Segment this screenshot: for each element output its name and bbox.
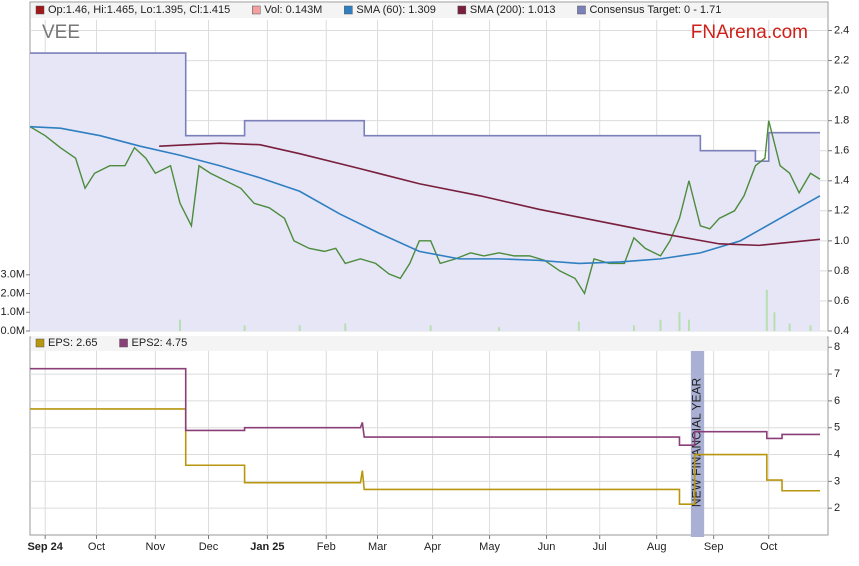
y-tick-label: 1.4: [834, 175, 849, 187]
volume-bar: [344, 323, 347, 331]
x-tick-label: Feb: [317, 541, 336, 553]
legend-label: Op:1.46, Hi:1.465, Lo:1.395, Cl:1.415: [48, 4, 230, 16]
legend-label: SMA (200): 1.013: [470, 4, 556, 16]
volume-bar: [179, 319, 182, 331]
y-tick-label: 0.6: [834, 295, 849, 307]
legend-swatch: [344, 5, 353, 15]
x-tick-label: Apr: [424, 541, 441, 553]
legend-label: SMA (60): 1.309: [356, 4, 436, 16]
series-line: [30, 52, 820, 163]
source-label: FNArena.com: [691, 22, 808, 43]
x-tick-label: Jun: [538, 541, 556, 553]
volume-tick-label: 3.0M: [1, 269, 25, 281]
x-tick-label: Sep: [704, 541, 724, 553]
x-tick-label: Jul: [593, 541, 607, 553]
legend-swatch: [119, 338, 128, 348]
x-tick-label: Jan 25: [250, 541, 284, 553]
y-tick-label: 3: [834, 475, 840, 487]
legend-swatch: [35, 338, 45, 348]
y-tick-label: 2.4: [834, 24, 849, 36]
x-tick-label: Aug: [647, 541, 667, 553]
volume-bar: [659, 319, 662, 331]
legend-label: EPS2: 4.75: [132, 337, 188, 349]
volume-bar: [765, 289, 768, 331]
y-tick-label: 2.0: [834, 85, 849, 97]
legend-label: Consensus Target: 0 - 1.71: [589, 4, 721, 16]
series-line: [29, 120, 821, 296]
volume-bar: [773, 312, 776, 331]
y-tick-label: 5: [834, 422, 840, 434]
series-line: [29, 125, 821, 265]
legend-swatch: [577, 5, 586, 15]
ticker-title: VEE: [42, 22, 80, 43]
y-tick-label: 1.8: [834, 115, 849, 127]
series-line: [30, 367, 820, 446]
legend-label: EPS: 2.65: [48, 337, 98, 349]
x-tick-label: Oct: [760, 541, 777, 553]
legend-label: Vol: 0.143M: [264, 4, 322, 16]
volume-bar: [498, 327, 501, 331]
x-tick-label: Dec: [199, 541, 219, 553]
x-tick-label: Sep 24: [27, 541, 63, 553]
legend-bar: [31, 336, 827, 351]
volume-bar: [809, 325, 812, 331]
x-tick-label: Oct: [88, 541, 105, 553]
volume-bar: [243, 325, 246, 331]
y-tick-label: 6: [834, 395, 840, 407]
x-tick-label: Mar: [368, 541, 387, 553]
legend-bar: [31, 3, 827, 18]
volume-bar: [632, 325, 635, 331]
y-tick-label: 1.2: [834, 205, 849, 217]
volume-bar: [577, 321, 580, 331]
volume-tick-label: 2.0M: [1, 287, 25, 299]
volume-bar: [429, 325, 432, 331]
x-tick-label: Nov: [146, 541, 166, 553]
y-tick-label: 0.4: [834, 325, 849, 337]
volume-bar: [788, 323, 791, 331]
y-tick-label: 1.6: [834, 145, 849, 157]
volume-bar: [678, 312, 681, 331]
volume-tick-label: 0.0M: [1, 325, 25, 337]
volume-bar: [298, 325, 301, 331]
y-tick-label: 8: [834, 341, 840, 353]
y-tick-label: 2.2: [834, 54, 849, 66]
legend-swatch: [457, 5, 467, 15]
y-tick-label: 2: [834, 502, 840, 514]
series-line: [159, 142, 821, 247]
annotation-text: NEW FINANCIAL YEAR: [690, 377, 704, 507]
volume-tick-label: 1.0M: [1, 306, 25, 318]
bottom-panel: [29, 336, 829, 536]
series-line: [30, 408, 820, 505]
legend-swatch: [35, 5, 45, 15]
legend-swatch: [252, 5, 261, 15]
volume-bar: [687, 319, 690, 331]
y-tick-label: 7: [834, 368, 840, 380]
y-tick-label: 1.0: [834, 235, 849, 247]
y-tick-label: 4: [834, 448, 840, 460]
y-tick-label: 0.8: [834, 265, 849, 277]
x-tick-label: May: [479, 541, 500, 553]
